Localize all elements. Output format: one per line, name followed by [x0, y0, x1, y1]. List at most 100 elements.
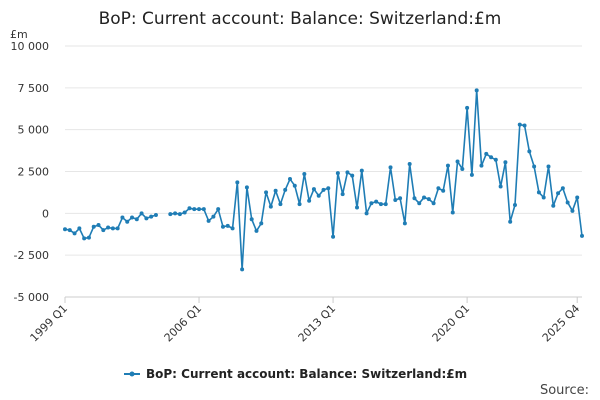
data-point[interactable]	[120, 215, 125, 220]
data-point[interactable]	[153, 213, 158, 218]
data-point[interactable]	[565, 200, 570, 205]
data-point[interactable]	[369, 201, 374, 206]
data-point[interactable]	[422, 195, 427, 200]
data-point[interactable]	[450, 210, 455, 215]
data-point[interactable]	[106, 225, 111, 230]
data-point[interactable]	[287, 177, 292, 182]
data-point[interactable]	[326, 186, 331, 191]
data-point[interactable]	[82, 236, 87, 241]
data-point[interactable]	[268, 204, 273, 209]
data-point[interactable]	[201, 207, 206, 212]
data-point[interactable]	[340, 192, 345, 197]
data-point[interactable]	[292, 183, 297, 188]
data-point[interactable]	[249, 217, 254, 222]
data-point[interactable]	[355, 205, 360, 210]
data-point[interactable]	[536, 190, 541, 195]
data-point[interactable]	[197, 207, 202, 212]
data-point[interactable]	[115, 226, 120, 231]
data-point[interactable]	[417, 201, 422, 206]
data-point[interactable]	[465, 105, 470, 110]
data-point[interactable]	[264, 190, 269, 195]
data-point[interactable]	[378, 202, 383, 207]
data-point[interactable]	[560, 186, 565, 191]
data-point[interactable]	[321, 187, 326, 192]
data-point[interactable]	[541, 195, 546, 200]
data-point[interactable]	[345, 170, 350, 175]
data-point[interactable]	[359, 168, 364, 173]
data-point[interactable]	[220, 224, 225, 229]
data-point[interactable]	[493, 157, 498, 162]
data-point[interactable]	[527, 149, 532, 154]
data-point[interactable]	[426, 197, 431, 202]
data-point[interactable]	[388, 165, 393, 170]
data-point[interactable]	[283, 187, 288, 192]
data-point[interactable]	[580, 233, 584, 238]
data-point[interactable]	[192, 207, 197, 212]
data-point[interactable]	[278, 202, 283, 207]
data-point[interactable]	[206, 218, 211, 223]
data-point[interactable]	[139, 211, 144, 216]
data-point[interactable]	[393, 197, 398, 202]
data-point[interactable]	[173, 211, 178, 216]
data-point[interactable]	[517, 122, 522, 127]
data-point[interactable]	[556, 191, 561, 196]
data-point[interactable]	[168, 212, 173, 217]
data-point[interactable]	[187, 206, 192, 211]
data-point[interactable]	[144, 216, 149, 221]
data-point[interactable]	[259, 221, 264, 226]
data-point[interactable]	[149, 214, 154, 219]
data-point[interactable]	[110, 226, 115, 231]
data-point[interactable]	[575, 195, 580, 200]
data-point[interactable]	[244, 185, 249, 190]
data-point[interactable]	[316, 193, 321, 198]
data-point[interactable]	[512, 202, 517, 207]
data-point[interactable]	[225, 223, 230, 228]
data-point[interactable]	[474, 88, 479, 93]
data-point[interactable]	[436, 186, 441, 191]
data-point[interactable]	[211, 214, 216, 219]
data-point[interactable]	[331, 234, 336, 239]
data-point[interactable]	[101, 228, 106, 233]
data-point[interactable]	[235, 180, 240, 185]
data-point[interactable]	[374, 199, 379, 204]
data-point[interactable]	[402, 221, 407, 226]
data-point[interactable]	[182, 210, 187, 215]
data-point[interactable]	[398, 196, 403, 201]
data-point[interactable]	[254, 228, 259, 233]
data-point[interactable]	[522, 123, 527, 128]
data-point[interactable]	[177, 212, 182, 217]
data-point[interactable]	[431, 201, 436, 206]
data-point[interactable]	[350, 173, 355, 178]
data-point[interactable]	[134, 217, 139, 222]
data-point[interactable]	[91, 224, 96, 229]
data-point[interactable]	[455, 159, 460, 164]
data-point[interactable]	[130, 215, 135, 220]
data-point[interactable]	[383, 202, 388, 207]
data-point[interactable]	[216, 207, 221, 212]
data-point[interactable]	[364, 211, 369, 216]
data-point[interactable]	[335, 171, 340, 176]
data-point[interactable]	[307, 198, 312, 203]
legend[interactable]: BoP: Current account: Balance: Switzerla…	[124, 367, 467, 381]
data-point[interactable]	[498, 184, 503, 189]
data-point[interactable]	[77, 226, 82, 231]
data-point[interactable]	[570, 208, 575, 213]
data-point[interactable]	[489, 155, 494, 160]
data-point[interactable]	[546, 164, 551, 169]
data-point[interactable]	[302, 172, 307, 177]
data-point[interactable]	[63, 227, 67, 232]
data-point[interactable]	[412, 196, 417, 201]
data-point[interactable]	[445, 163, 450, 168]
data-point[interactable]	[460, 166, 465, 171]
data-point[interactable]	[230, 226, 235, 231]
data-point[interactable]	[503, 160, 508, 165]
data-point[interactable]	[125, 219, 130, 224]
data-point[interactable]	[479, 163, 484, 168]
data-point[interactable]	[72, 231, 77, 236]
data-point[interactable]	[407, 161, 412, 166]
data-point[interactable]	[297, 202, 302, 207]
data-point[interactable]	[469, 172, 474, 177]
data-point[interactable]	[273, 188, 278, 193]
data-point[interactable]	[86, 235, 91, 240]
data-point[interactable]	[551, 203, 556, 208]
